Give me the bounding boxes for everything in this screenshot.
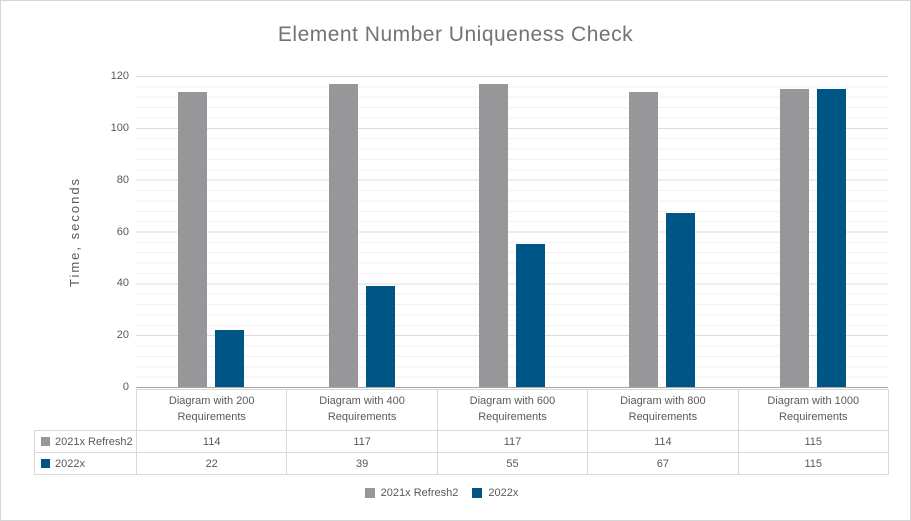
series-swatch-icon bbox=[41, 436, 50, 446]
bar-2021x-refresh2 bbox=[328, 83, 358, 387]
table-value: 117 bbox=[436, 430, 589, 453]
table-header-row: Diagram with 200 Requirements Diagram wi… bbox=[35, 389, 890, 431]
bar-2022x bbox=[666, 213, 696, 387]
bar-2022x bbox=[516, 244, 546, 387]
y-tick-label: 60 bbox=[116, 225, 129, 238]
category-header: Diagram with 400 Requirements bbox=[286, 389, 438, 431]
category-header: Diagram with 1000 Requirements bbox=[737, 389, 890, 431]
legend-label: 2022x bbox=[488, 487, 519, 499]
y-axis-ticks: 0 20 40 60 80 100 120 bbox=[89, 70, 129, 393]
legend-swatch-icon bbox=[364, 488, 375, 498]
bar-2022x bbox=[215, 329, 245, 387]
category-header: Diagram with 800 Requirements bbox=[587, 389, 739, 431]
bar-2021x-refresh2 bbox=[629, 91, 659, 387]
bar-2021x-refresh2 bbox=[779, 88, 809, 387]
y-axis-label: Time, seconds bbox=[67, 176, 82, 287]
table-value: 114 bbox=[587, 430, 739, 453]
series-swatch-icon bbox=[41, 458, 50, 468]
legend-swatch-icon bbox=[472, 488, 483, 498]
bar-2021x-refresh2 bbox=[479, 83, 509, 387]
table-value: 55 bbox=[436, 452, 589, 475]
bar-group-600 bbox=[437, 76, 587, 387]
bar-group-1000 bbox=[738, 76, 888, 387]
chart-legend: 2021x Refresh2 2022x bbox=[1, 487, 896, 499]
y-tick-label: 40 bbox=[116, 277, 129, 290]
y-tick-label: 100 bbox=[110, 121, 129, 134]
plot-area bbox=[136, 76, 888, 388]
series-row-header: 2022x bbox=[34, 452, 137, 475]
bar-group-800 bbox=[587, 76, 737, 387]
table-corner-cell bbox=[35, 390, 137, 431]
legend-item-2022x: 2022x bbox=[472, 487, 518, 499]
legend-label: 2021x Refresh2 bbox=[380, 487, 459, 499]
chart-title: Element Number Uniqueness Check bbox=[277, 23, 634, 46]
bar-2022x bbox=[816, 88, 846, 387]
category-header: Diagram with 200 Requirements bbox=[135, 389, 288, 431]
y-tick-label: 80 bbox=[116, 173, 129, 186]
category-header: Diagram with 600 Requirements bbox=[436, 389, 589, 431]
series-name: 2021x Refresh2 bbox=[55, 435, 133, 448]
table-value: 67 bbox=[587, 452, 739, 475]
legend-item-2021x-refresh2: 2021x Refresh2 bbox=[364, 487, 459, 499]
bar-2022x bbox=[365, 285, 395, 387]
table-value: 115 bbox=[737, 452, 890, 475]
series-name: 2022x bbox=[55, 457, 85, 470]
table-value: 114 bbox=[135, 430, 288, 453]
table-value: 117 bbox=[286, 430, 438, 453]
y-tick-label: 20 bbox=[116, 329, 129, 342]
bar-group-200 bbox=[136, 76, 286, 387]
y-tick-label: 120 bbox=[110, 70, 129, 82]
table-row-2022x: 2022x 22 39 55 67 115 bbox=[34, 452, 890, 475]
table-value: 39 bbox=[286, 452, 438, 475]
table-value: 22 bbox=[135, 452, 288, 475]
table-row-2021x-refresh2: 2021x Refresh2 114 117 117 114 115 bbox=[34, 430, 890, 453]
bar-group-400 bbox=[286, 76, 436, 387]
bar-2021x-refresh2 bbox=[178, 91, 208, 387]
series-row-header: 2021x Refresh2 bbox=[34, 430, 137, 453]
data-table: Diagram with 200 Requirements Diagram wi… bbox=[34, 389, 890, 475]
table-value: 115 bbox=[737, 430, 890, 453]
y-tick-label: 0 bbox=[122, 381, 129, 393]
